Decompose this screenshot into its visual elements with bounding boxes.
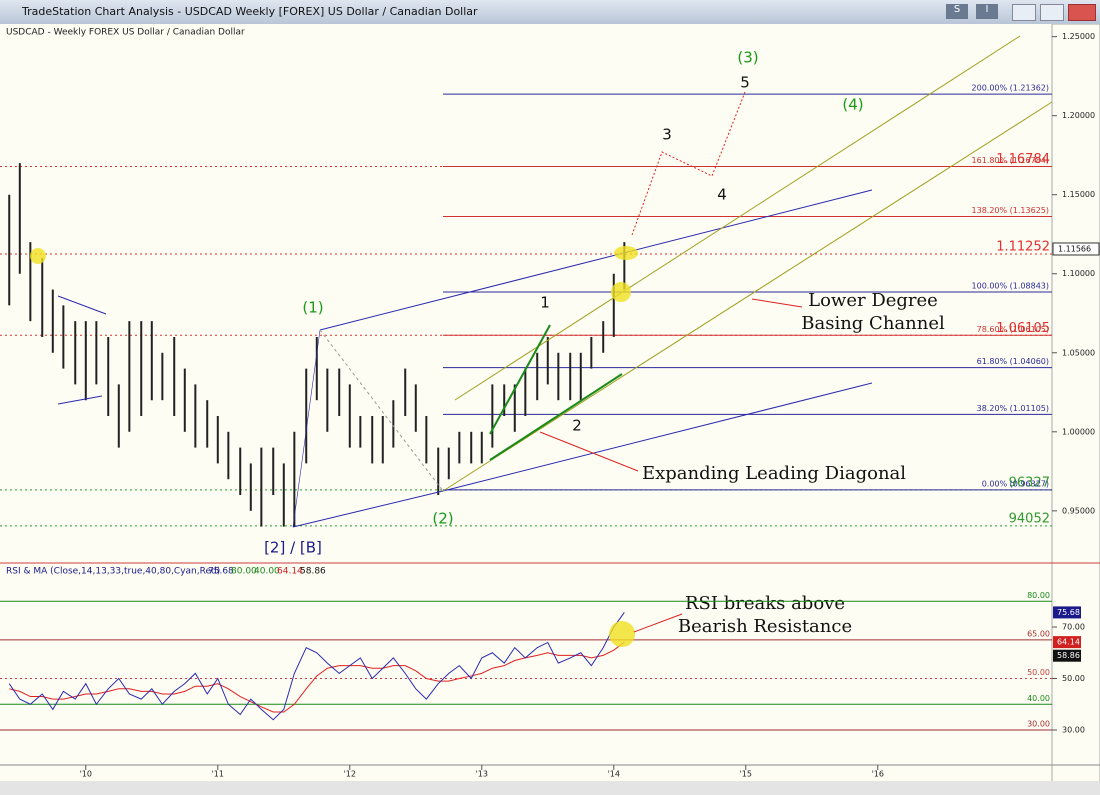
rsi-badge-label: 64.14 xyxy=(1057,638,1080,647)
callout-arrow xyxy=(633,613,683,633)
level-label: 1.11252 xyxy=(996,239,1050,254)
rsi-readout: 58.86 xyxy=(300,567,326,577)
wave-label: (1) xyxy=(302,299,323,317)
y-tick-label: 1.15000 xyxy=(1062,190,1095,199)
price-header: USDCAD - Weekly FOREX US Dollar / Canadi… xyxy=(6,28,245,38)
channel-line xyxy=(442,101,1053,492)
callout-arrow xyxy=(751,298,803,308)
level-label: 94052 xyxy=(1009,511,1050,526)
level-label: 96327 xyxy=(1009,475,1050,490)
fib-label: 138.20% (1.13625) xyxy=(972,206,1049,215)
highlight xyxy=(614,246,638,260)
fib-label: 38.20% (1.01105) xyxy=(977,404,1049,413)
channel-line xyxy=(319,189,873,331)
rsi-readout: 80.00 xyxy=(231,567,257,577)
rsi-line xyxy=(8,612,625,721)
projection-path xyxy=(631,91,746,236)
y-tick-label: 50.00 xyxy=(1062,674,1085,683)
rsi-header: RSI & MA (Close,14,13,33,true,40,80,Cyan… xyxy=(6,567,220,577)
channel-line xyxy=(292,329,321,528)
rsi-badge-label: 58.86 xyxy=(1057,651,1080,660)
y-tick-label: 70.00 xyxy=(1062,623,1085,632)
rsi-badge xyxy=(1053,606,1081,619)
level-label: 1.06105 xyxy=(996,321,1050,336)
chart: USDCAD - Weekly FOREX US Dollar / Canadi… xyxy=(0,24,1100,795)
y-tick-label: 1.10000 xyxy=(1062,269,1095,278)
rsi-badge-label: 75.68 xyxy=(1057,608,1080,617)
y-tick-label: 1.20000 xyxy=(1062,111,1095,120)
axis-background xyxy=(1051,24,1100,795)
callout-text: Basing Channel xyxy=(801,313,945,334)
wave-label: [2] / [B] xyxy=(264,539,322,557)
fib-label: 161.80% (1.16784) xyxy=(972,156,1049,165)
flag-line xyxy=(57,295,107,315)
y-tick-label: 1.25000 xyxy=(1062,32,1095,41)
channel-line xyxy=(442,382,873,492)
menu-button[interactable]: S xyxy=(946,4,968,19)
flag-line xyxy=(57,395,103,405)
wave-label: 3 xyxy=(662,126,672,144)
rsi-level-label: 40.00 xyxy=(1027,694,1050,703)
highlight xyxy=(609,621,635,647)
wave-label: 1 xyxy=(540,294,550,312)
annotations xyxy=(30,35,1053,647)
rsi-level-label: 50.00 xyxy=(1027,668,1050,677)
channel-line xyxy=(454,35,1021,401)
highlight xyxy=(611,282,631,302)
x-tick-label: '11 xyxy=(212,770,224,779)
diagonal-line xyxy=(489,373,623,461)
x-tick-label: '16 xyxy=(872,770,884,779)
wave-label: (2) xyxy=(432,510,453,528)
minimize-button[interactable] xyxy=(1012,4,1036,21)
y-tick-label: 1.05000 xyxy=(1062,348,1095,357)
x-tick-label: '13 xyxy=(476,770,488,779)
level-label: 1.16784 xyxy=(996,152,1050,167)
highlight xyxy=(30,248,46,264)
wave-label: 5 xyxy=(740,74,750,92)
rsi-readout: 75.68 xyxy=(208,567,234,577)
wave-label: (3) xyxy=(737,49,758,67)
fib-label: 61.80% (1.04060) xyxy=(977,357,1049,366)
y-tick-label: 30.00 xyxy=(1062,725,1085,734)
channel-line xyxy=(292,490,444,528)
last-price-label: 1.11566 xyxy=(1058,244,1091,253)
x-tick-label: '10 xyxy=(80,770,92,779)
fib-label: 200.00% (1.21362) xyxy=(972,84,1049,93)
close-button[interactable] xyxy=(1068,4,1096,21)
menu-button[interactable]: I xyxy=(976,4,998,19)
maximize-button[interactable] xyxy=(1040,4,1064,21)
fib-label: 78.60% (1.06105) xyxy=(977,325,1049,334)
rsi-badge xyxy=(1053,636,1081,649)
fib-label: 100.00% (1.08843) xyxy=(972,282,1049,291)
title-bar: TradeStation Chart Analysis - USDCAD Wee… xyxy=(0,0,1100,25)
wave-line xyxy=(319,329,444,492)
scrollbar[interactable] xyxy=(0,781,1100,795)
callout-text: Bearish Resistance xyxy=(678,616,852,637)
y-tick-label: 0.95000 xyxy=(1062,506,1095,515)
x-tick-label: '14 xyxy=(608,770,620,779)
fib-label: 0.00% (0.96327) xyxy=(982,479,1049,488)
rsi-readout: 64.14 xyxy=(277,567,303,577)
y-tick-label: 1.00000 xyxy=(1062,427,1095,436)
window-title: TradeStation Chart Analysis - USDCAD Wee… xyxy=(22,5,478,18)
rsi-level-label: 30.00 xyxy=(1027,719,1050,728)
diagonal-line xyxy=(489,324,551,435)
wave-label: (4) xyxy=(842,96,863,114)
rsi-badge xyxy=(1053,649,1081,662)
wave-label: 2 xyxy=(572,417,582,435)
last-price-box xyxy=(1052,242,1100,256)
rsi-readout: 40.00 xyxy=(254,567,280,577)
x-tick-label: '15 xyxy=(740,770,752,779)
x-tick-label: '12 xyxy=(344,770,356,779)
callout-text: RSI breaks above xyxy=(685,593,845,614)
rsi-level-label: 80.00 xyxy=(1027,591,1050,600)
wave-label: 4 xyxy=(717,186,727,204)
callout-text: Lower Degree xyxy=(808,290,938,311)
callout-arrow xyxy=(539,431,639,472)
callout-text: Expanding Leading Diagonal xyxy=(642,463,906,484)
rsi-level-label: 65.00 xyxy=(1027,629,1050,638)
ma-line xyxy=(9,641,625,713)
